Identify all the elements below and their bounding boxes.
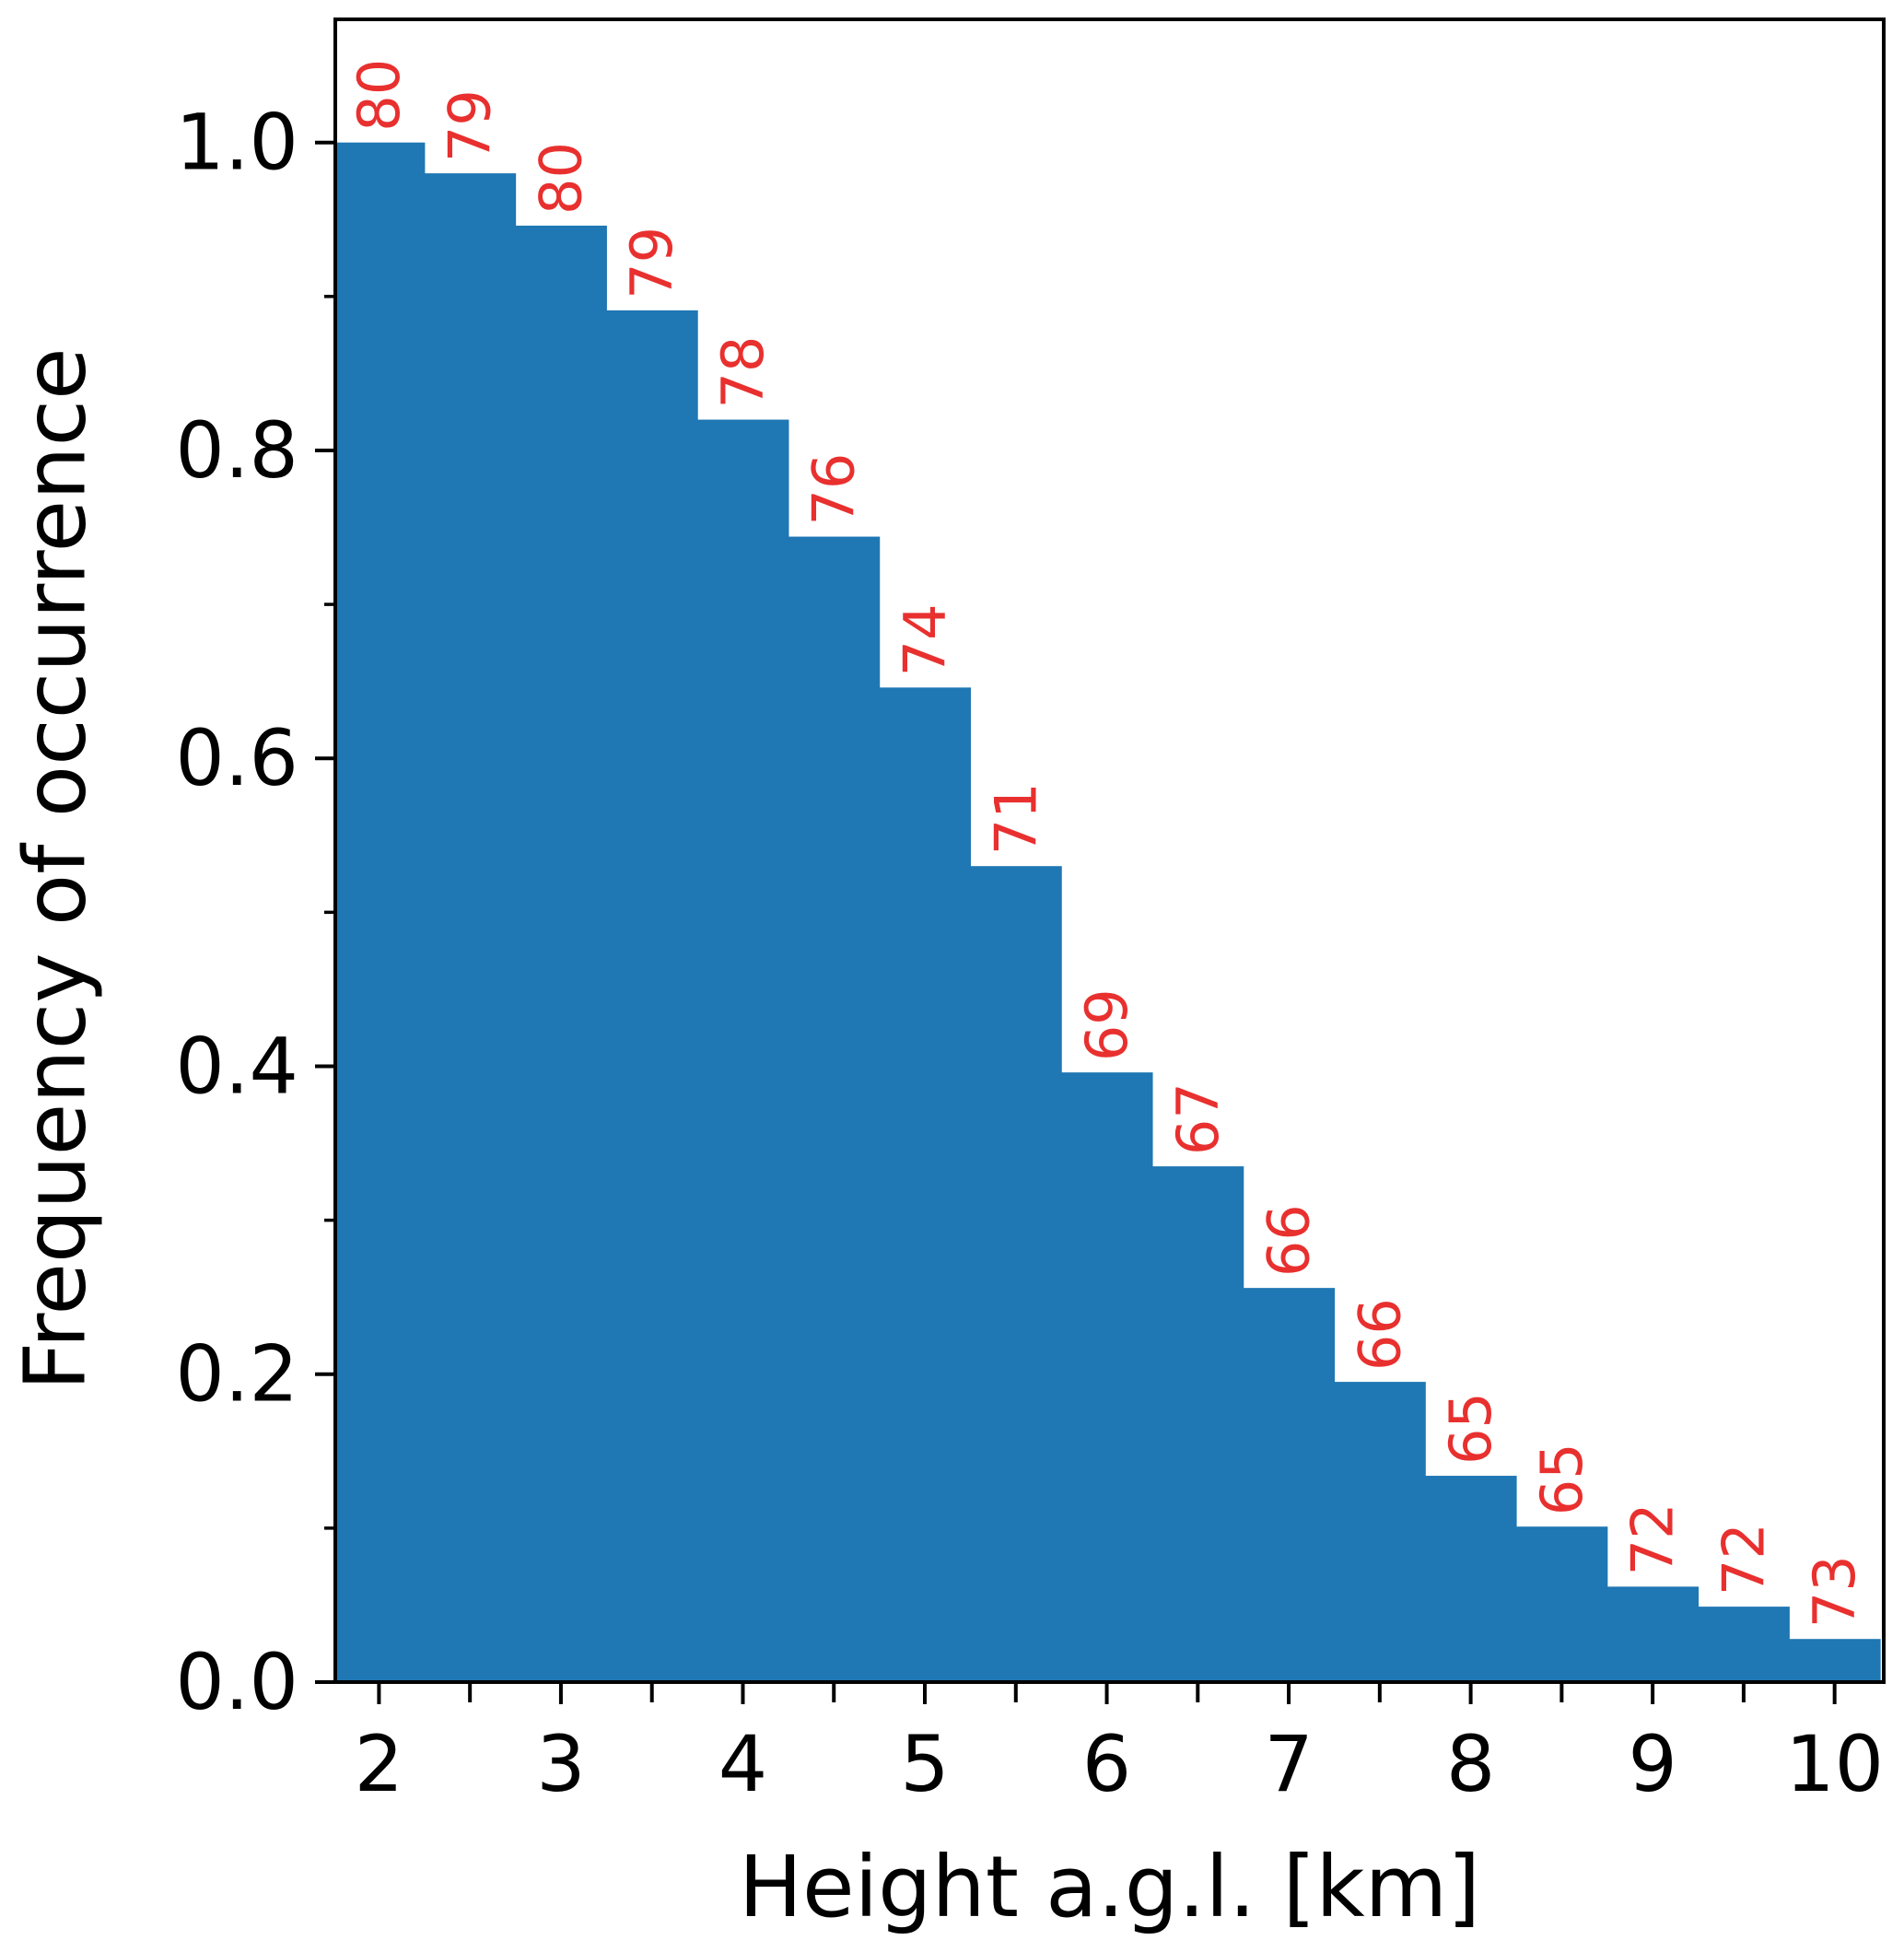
bar-10	[1151, 1166, 1244, 1682]
x-tick-label: 5	[900, 1719, 949, 1809]
plot-frame	[333, 18, 1886, 1684]
x-tick-label: 4	[718, 1719, 767, 1809]
x-tick-label: 8	[1446, 1719, 1495, 1809]
bar-count-label: 72	[1619, 1502, 1687, 1575]
bar-4	[606, 310, 698, 1682]
bar-8	[970, 866, 1062, 1682]
y-tick-label: 0.6	[175, 713, 298, 803]
bar-2	[424, 173, 517, 1682]
y-tick-label: 0.0	[175, 1637, 298, 1727]
x-axis-title: Height a.g.l. [km]	[739, 1838, 1480, 1936]
x-tick-label: 6	[1082, 1719, 1131, 1809]
ticks-layer: 0.00.20.40.60.81.02 3 4 5 6 7 8 9 10	[175, 98, 1884, 1809]
bar-labels-layer: 80 79 80 79 78 76 74 71 69 67 66 66 65 65 72 72 73	[345, 59, 1868, 1628]
bar-17	[1789, 1639, 1881, 1682]
bar-count-label: 69	[1073, 988, 1140, 1061]
axes-layer	[333, 18, 1886, 1684]
y-tick-label: 0.4	[175, 1021, 298, 1111]
bars-layer	[333, 142, 1881, 1683]
bar-12	[1334, 1382, 1426, 1682]
y-axis-title: Frequency of occurrence	[6, 347, 105, 1390]
bar-5	[697, 419, 789, 1682]
bar-count-label: 73	[1801, 1555, 1868, 1628]
bar-count-label: 66	[1346, 1298, 1413, 1371]
bar-count-label: 78	[709, 336, 777, 409]
bar-15	[1606, 1586, 1700, 1682]
x-tick-label: 7	[1264, 1719, 1313, 1809]
bar-count-label: 74	[892, 603, 959, 676]
bar-count-label: 79	[437, 89, 504, 162]
y-tick-label: 0.8	[175, 405, 298, 496]
bar-6	[788, 536, 881, 1682]
bar-count-label: 65	[1528, 1443, 1595, 1515]
x-tick-label: 3	[536, 1719, 585, 1809]
bar-7	[879, 687, 971, 1683]
bar-16	[1698, 1607, 1790, 1682]
bar-14	[1515, 1526, 1608, 1682]
bar-count-label: 65	[1437, 1392, 1504, 1465]
bar-11	[1243, 1288, 1336, 1682]
y-tick-label: 0.2	[175, 1329, 298, 1420]
bar-count-label: 71	[982, 782, 1049, 855]
bar-count-label: 67	[1164, 1082, 1232, 1155]
bar-count-label: 80	[345, 59, 413, 132]
bar-3	[515, 225, 607, 1682]
bar-9	[1061, 1072, 1153, 1682]
bar-1	[333, 142, 426, 1682]
bar-count-label: 72	[1710, 1523, 1777, 1595]
bar-count-label: 76	[800, 453, 868, 526]
x-tick-label: 2	[355, 1719, 403, 1809]
bar-13	[1425, 1476, 1517, 1682]
x-tick-label: 9	[1628, 1719, 1676, 1809]
x-tick-label: 10	[1785, 1719, 1884, 1809]
y-tick-label: 1.0	[175, 98, 298, 188]
bar-count-label: 80	[527, 142, 594, 215]
bar-count-label: 66	[1256, 1204, 1323, 1277]
bar-count-label: 79	[618, 227, 685, 299]
